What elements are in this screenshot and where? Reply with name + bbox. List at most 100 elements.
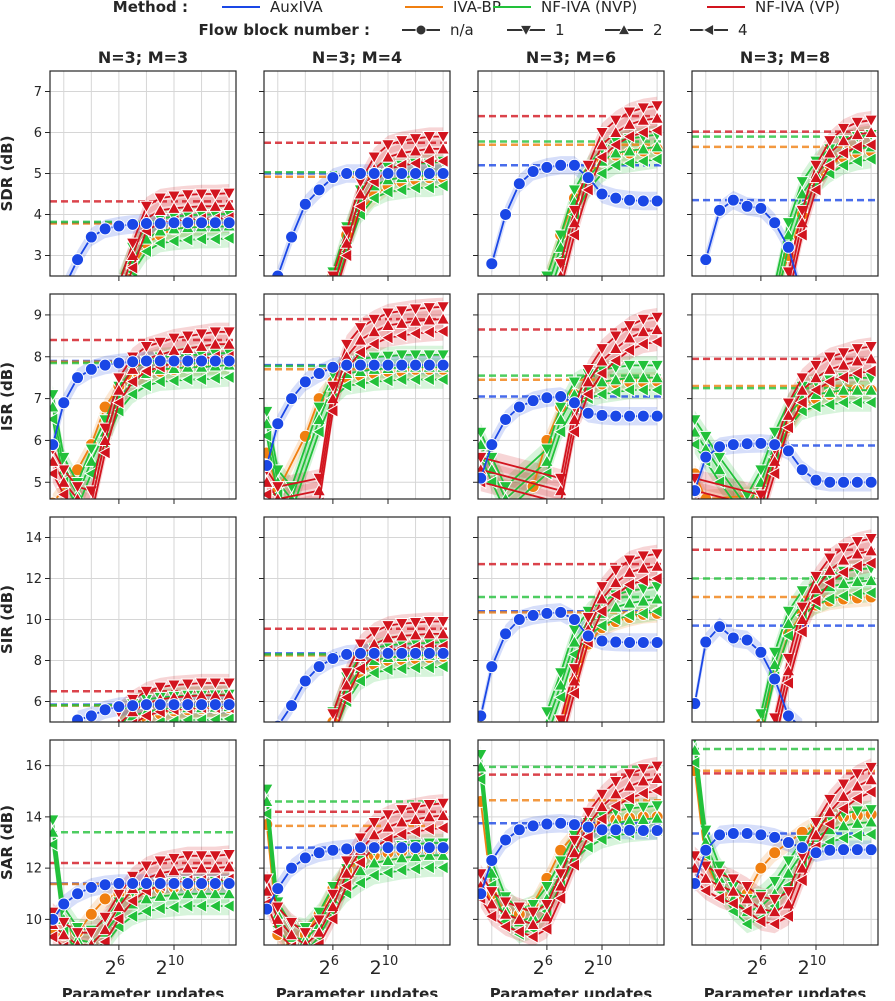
point-vp-triangle-down <box>850 768 865 782</box>
point-nvp-triangle-left <box>207 231 221 247</box>
point-aux-circle <box>581 820 595 834</box>
point-vp-triangle-left <box>580 386 594 402</box>
point-vp-triangle-down <box>649 311 664 325</box>
band-vp-triangle-up <box>480 320 658 499</box>
point-aux-circle <box>650 635 664 649</box>
plot-area <box>478 96 664 276</box>
point-vp-triangle-up <box>422 626 437 640</box>
point-vp-triangle-down <box>478 451 488 465</box>
point-aux-circle <box>98 878 112 892</box>
point-aux-circle <box>581 406 595 420</box>
point-nvp-triangle-left <box>139 904 153 919</box>
point-nvp-triangle-left <box>863 151 877 167</box>
legend-method-label: NF-IVA (VP) <box>755 0 840 16</box>
point-bp-circle <box>98 892 112 906</box>
point-aux-circle <box>298 197 312 211</box>
ytick-label: 7 <box>34 85 42 100</box>
point-vp-triangle-left <box>339 878 353 893</box>
point-vp-triangle-down <box>808 359 824 373</box>
point-aux-circle <box>195 698 209 712</box>
point-nvp-triangle-up <box>863 382 878 396</box>
point-vp-triangle-down <box>208 850 223 864</box>
point-aux-circle <box>285 392 299 406</box>
point-bp-circle <box>754 861 768 875</box>
point-nvp-triangle-left <box>166 900 180 915</box>
panel-sdr-1: 3 4 5 6 7 N=3; M=3 <box>34 48 237 315</box>
legend-marker-triangle-down <box>519 24 533 37</box>
point-vp-triangle-down <box>435 615 450 629</box>
point-nvp-triangle-left <box>221 711 235 722</box>
point-vp-triangle-down <box>221 187 236 201</box>
band-aux-circle <box>266 355 444 475</box>
point-aux-circle <box>367 646 381 660</box>
point-vp-triangle-up <box>208 336 223 350</box>
point-nvp-triangle-left <box>366 868 380 883</box>
point-vp-triangle-left <box>113 302 124 315</box>
point-aux-circle <box>526 394 540 408</box>
point-aux-circle <box>208 354 222 368</box>
xtick-label: 26 <box>319 954 339 979</box>
point-aux-circle <box>554 605 568 619</box>
point-nvp-triangle-left <box>125 909 139 924</box>
point-vp-triangle-down <box>781 886 796 900</box>
point-nvp-triangle-left <box>113 298 124 311</box>
xtick-label: 210 <box>798 954 827 979</box>
point-nvp-triangle-left <box>221 370 235 385</box>
point-vp-triangle-down <box>692 850 702 864</box>
point-aux-circle <box>754 201 768 215</box>
point-nvp-triangle-left <box>580 839 594 855</box>
point-aux-circle <box>540 160 554 174</box>
point-aux-circle <box>781 709 795 722</box>
point-aux-circle <box>809 473 823 487</box>
point-vp-triangle-down <box>325 270 341 276</box>
point-vp-triangle-down <box>353 322 368 336</box>
point-aux-circle <box>112 700 126 714</box>
point-aux-circle <box>567 818 581 832</box>
point-vp-triangle-up <box>153 203 168 216</box>
point-vp-triangle-up <box>726 883 741 897</box>
point-aux-circle <box>781 444 795 458</box>
point-aux-circle <box>623 635 637 649</box>
point-nvp-triangle-up <box>649 370 664 384</box>
point-vp-triangle-down <box>221 326 236 340</box>
panel-isr-1: 5 6 7 8 9 <box>34 293 237 504</box>
point-vp-triangle-left <box>635 336 649 352</box>
point-aux-circle <box>864 475 878 489</box>
point-vp-triangle-down <box>636 763 651 777</box>
point-nvp-triangle-left <box>85 948 96 961</box>
panel-sar-2: 26 210 Parameter updates <box>259 739 451 1001</box>
point-vp-triangle-left <box>435 154 449 169</box>
band-aux-circle <box>480 603 658 722</box>
series-vp-triangle-left <box>766 370 872 499</box>
point-vp-triangle-left <box>863 784 877 800</box>
point-aux-circle <box>285 230 299 244</box>
point-vp-triangle-left <box>863 137 877 152</box>
panel-isr-3 <box>473 293 665 504</box>
point-vp-triangle-down <box>649 100 664 114</box>
point-aux-circle <box>499 413 513 427</box>
axes-frame <box>263 293 451 500</box>
point-nvp-triangle-left <box>863 827 877 842</box>
point-vp-triangle-down <box>484 886 499 900</box>
point-nvp-triangle-down <box>435 349 450 363</box>
point-nvp-triangle-left <box>408 861 422 877</box>
ytick-label: 14 <box>25 810 42 825</box>
point-vp-triangle-left <box>849 139 863 155</box>
point-nvp-triangle-up <box>850 815 865 829</box>
point-aux-circle <box>581 171 595 185</box>
point-vp-triangle-down <box>622 106 637 120</box>
point-aux-circle <box>650 823 664 837</box>
xtick-label: 210 <box>584 954 613 979</box>
point-nvp-triangle-up <box>622 143 637 157</box>
point-vp-triangle-up <box>594 799 610 813</box>
point-aux-circle <box>436 358 450 372</box>
point-vp-triangle-down <box>594 126 610 140</box>
point-aux-circle <box>436 646 450 660</box>
point-aux-circle <box>340 842 354 856</box>
point-aux-circle <box>126 699 140 713</box>
point-vp-triangle-left <box>408 156 422 171</box>
point-aux-circle <box>84 362 98 376</box>
point-nvp-triangle-up <box>478 759 488 773</box>
point-vp-triangle-up <box>208 860 223 874</box>
point-vp-triangle-down <box>56 464 71 478</box>
